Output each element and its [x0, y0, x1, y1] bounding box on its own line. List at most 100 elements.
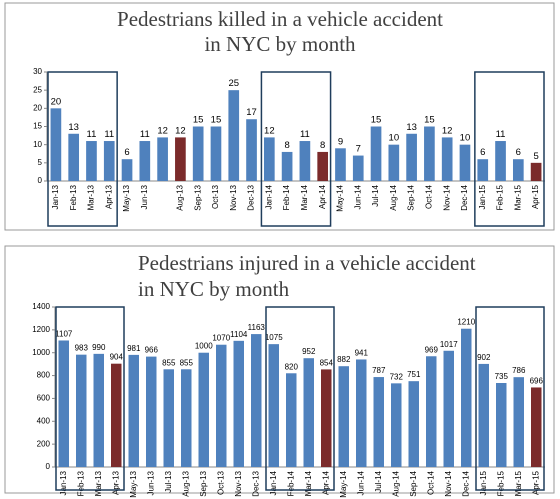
value-label: 6: [480, 147, 485, 158]
value-label: 1210: [457, 318, 475, 327]
value-label: 696: [530, 376, 544, 385]
value-label: 15: [211, 115, 222, 126]
x-tick-label: Aug-14: [389, 184, 398, 210]
value-label: 25: [228, 78, 239, 89]
x-tick-label: Apr-14: [321, 470, 330, 495]
value-label: 11: [300, 129, 310, 140]
group-box: [475, 306, 545, 491]
bar: [76, 354, 87, 467]
y-tick-label: 0: [46, 462, 51, 471]
x-tick-label: Feb-15: [496, 470, 505, 496]
bar: [121, 159, 133, 181]
value-label: 981: [127, 344, 141, 353]
bar: [513, 377, 524, 467]
bar: [338, 366, 349, 467]
x-tick-label: Jan-15: [478, 184, 487, 209]
group-box: [260, 71, 332, 227]
value-label: 10: [389, 133, 400, 144]
x-tick-label: Apr-13: [104, 184, 113, 209]
bar: [299, 141, 311, 181]
y-tick-label: 800: [37, 371, 51, 380]
value-label: 9: [338, 136, 343, 147]
x-tick-label: Jul-14: [371, 184, 380, 206]
value-label: 1075: [265, 333, 283, 342]
x-tick-label: Jun-13: [140, 184, 149, 209]
y-tick-label: 1000: [32, 348, 50, 357]
bar: [86, 141, 97, 181]
x-tick-label: Jul-13: [164, 470, 173, 492]
value-label: 10: [460, 133, 471, 144]
value-label: 8: [320, 140, 325, 151]
value-label: 17: [246, 107, 257, 118]
value-label: 20: [51, 96, 62, 107]
bar: [216, 344, 227, 467]
y-tick-label: 600: [37, 394, 51, 403]
bar: [531, 387, 542, 467]
y-tick-label: 1200: [32, 325, 50, 334]
x-tick-label: Jun-13: [146, 470, 155, 495]
value-label: 13: [406, 122, 417, 133]
group-box: [474, 71, 545, 227]
value-label: 854: [320, 358, 334, 367]
x-tick-label: Jun-14: [353, 184, 362, 209]
x-tick-label: May-14: [339, 470, 348, 497]
bar: [251, 334, 262, 467]
bar: [408, 381, 419, 467]
value-label: 13: [68, 122, 79, 133]
x-tick-label: Mar-15: [514, 470, 523, 496]
group-box: [55, 306, 125, 491]
x-tick-label: Jan-15: [479, 470, 488, 495]
y-tick-label: 20: [33, 103, 42, 112]
x-tick-label: Nov-14: [442, 184, 451, 210]
bar: [478, 363, 489, 467]
panel-border: [4, 245, 555, 494]
x-tick-label: Apr-13: [111, 470, 120, 495]
bar: [317, 151, 329, 181]
bar: [146, 356, 157, 467]
value-label: 12: [442, 125, 453, 136]
bar: [496, 383, 507, 467]
value-label: 6: [516, 147, 521, 158]
x-tick-label: Mar-14: [304, 470, 313, 496]
x-tick-label: Feb-13: [76, 470, 85, 496]
value-label: 11: [104, 129, 114, 140]
x-tick-label: Dec-14: [461, 470, 470, 496]
value-label: 1163: [248, 323, 266, 332]
x-tick-label: Feb-14: [286, 470, 295, 496]
value-label: 941: [355, 348, 369, 357]
value-label: 11: [140, 129, 150, 140]
y-tick-label: 30: [33, 67, 42, 76]
bar: [233, 340, 244, 467]
bar: [286, 373, 297, 467]
bar: [335, 148, 346, 181]
value-label: 787: [372, 366, 386, 375]
x-tick-label: Oct-13: [216, 470, 225, 495]
value-label: 11: [87, 129, 97, 140]
bar: [461, 328, 472, 467]
x-tick-label: Dec-14: [460, 184, 469, 210]
y-tick-label: 10: [33, 140, 42, 149]
bar: [373, 377, 384, 467]
bar: [210, 126, 222, 181]
bar: [268, 344, 279, 467]
x-tick-label: Apr-14: [318, 184, 327, 209]
value-label: 5: [533, 151, 538, 162]
x-tick-label: Nov-13: [234, 470, 243, 496]
value-label: 15: [424, 115, 435, 126]
x-tick-label: Feb-13: [69, 184, 78, 210]
x-tick-label: Apr-15: [531, 470, 540, 495]
y-tick-label: 5: [38, 158, 43, 167]
value-label: 751: [407, 370, 421, 379]
bar: [139, 141, 151, 181]
x-tick-label: Mar-15: [513, 184, 522, 210]
chart-title: Pedestrians killed in a vehicle accident: [117, 7, 443, 31]
x-tick-label: Feb-15: [496, 184, 505, 210]
bar: [370, 126, 382, 181]
value-label: 1000: [195, 342, 213, 351]
bar: [128, 354, 139, 467]
bar: [181, 369, 192, 467]
bar: [495, 141, 506, 181]
bar: [356, 359, 367, 467]
value-label: 820: [285, 362, 299, 371]
bar: [50, 108, 62, 181]
